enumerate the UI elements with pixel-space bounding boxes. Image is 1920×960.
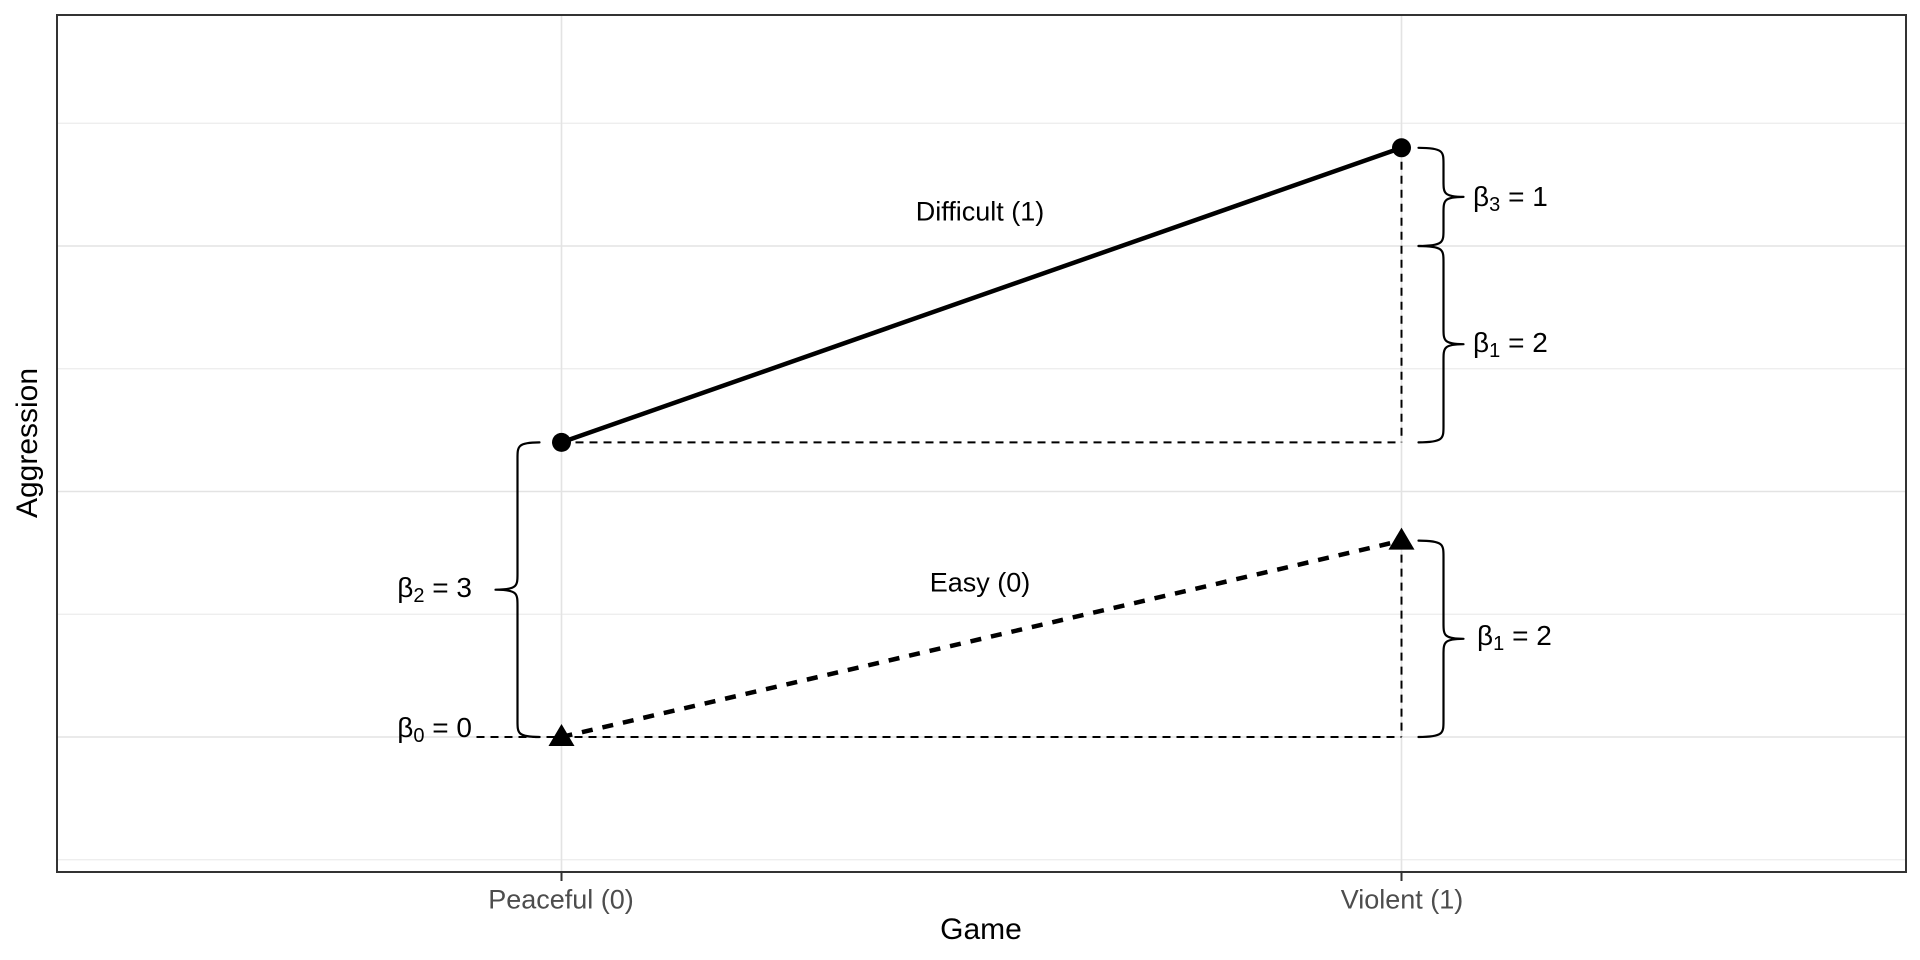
triangle-marker xyxy=(1388,527,1415,550)
curly-brace xyxy=(1417,539,1465,739)
series-line-difficult xyxy=(560,145,1403,445)
panel-border xyxy=(56,14,1907,873)
triangle-marker xyxy=(548,724,575,746)
circle-marker xyxy=(552,432,571,452)
series-line-easy xyxy=(560,538,1403,740)
circle-marker xyxy=(1392,138,1411,158)
curly-brace xyxy=(1417,146,1465,248)
curly-brace xyxy=(1417,244,1465,444)
curly-brace xyxy=(494,441,541,739)
